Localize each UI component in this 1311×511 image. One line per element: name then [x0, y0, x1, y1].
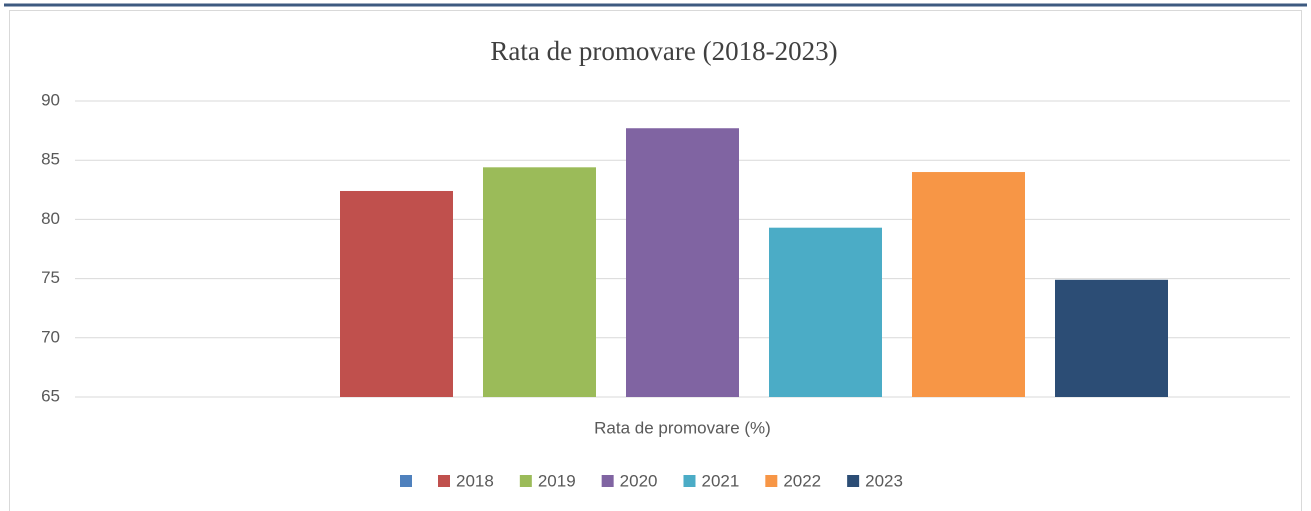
legend-label: 2019 [538, 471, 576, 490]
legend-label: 2021 [701, 471, 739, 490]
chart-title: Rata de promovare (2018-2023) [490, 36, 837, 66]
bar [769, 227, 882, 397]
legend-label: 2018 [456, 471, 494, 490]
legend-swatch [519, 475, 532, 487]
legend-swatch [765, 475, 778, 487]
x-axis-category: Rata de promovare (%) [594, 418, 771, 437]
y-tick-label: 65 [41, 386, 60, 405]
bar [912, 172, 1025, 397]
legend-swatch [601, 475, 614, 487]
legend-label: 2020 [620, 471, 658, 490]
legend-label: 2022 [783, 471, 821, 490]
bar [483, 167, 596, 397]
legend-swatch [683, 475, 696, 487]
y-tick-label: 85 [41, 150, 60, 169]
y-tick-label: 90 [41, 90, 60, 109]
legend-swatch [847, 475, 860, 487]
chart-frame [9, 10, 1302, 511]
y-tick-label: 80 [41, 209, 60, 228]
y-tick-label: 70 [41, 327, 60, 346]
legend-label: 2023 [865, 471, 903, 490]
y-tick-label: 75 [41, 268, 60, 287]
legend-swatch [400, 475, 412, 487]
bar [1055, 279, 1168, 397]
bar [340, 190, 453, 397]
legend-swatch [438, 475, 450, 487]
bar [626, 128, 739, 397]
